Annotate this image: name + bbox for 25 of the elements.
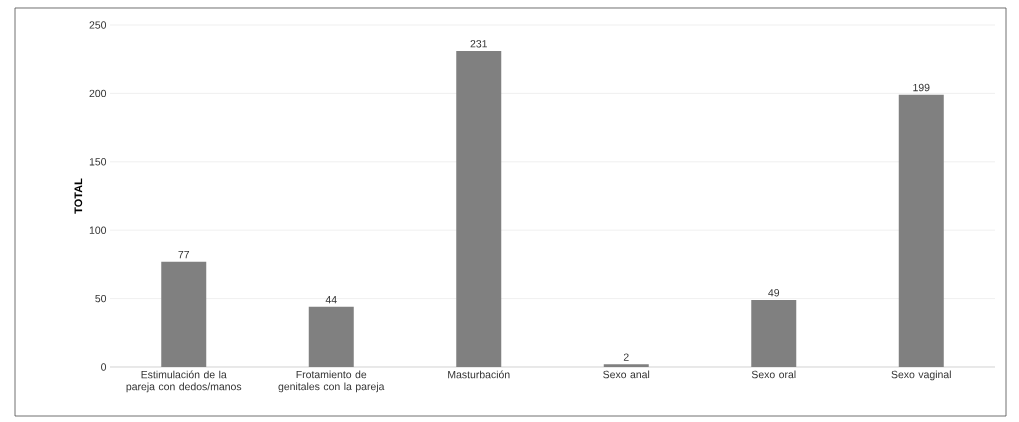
x-tick-label: Frotamiento de genitales con la pareja <box>278 370 385 393</box>
data-label: 199 <box>913 83 930 92</box>
y-axis-title: TOTAL <box>74 178 83 214</box>
data-label: 2 <box>623 353 629 361</box>
y-tick-label: 0 <box>101 363 107 371</box>
y-tick-label: 250 <box>89 21 107 29</box>
bar <box>161 261 207 367</box>
y-tick-label: 100 <box>89 226 107 234</box>
x-tick-label: Masturbación <box>448 370 510 379</box>
y-tick-label: 200 <box>89 89 107 98</box>
y-tick-label: 150 <box>89 158 107 166</box>
bar <box>898 94 944 367</box>
bar <box>751 299 797 367</box>
bar <box>456 50 502 367</box>
x-tick-label: Estimulación de la pareja con dedos/manos <box>126 370 242 393</box>
data-label: 77 <box>178 250 190 259</box>
data-label: 49 <box>768 289 780 297</box>
x-tick-label: Sexo oral <box>751 370 796 379</box>
y-tick-label: 50 <box>95 294 107 303</box>
x-tick-label: Sexo vaginal <box>891 370 951 381</box>
bar <box>308 306 354 367</box>
bar <box>603 364 649 367</box>
data-label: 44 <box>325 296 337 304</box>
data-label: 231 <box>470 40 487 48</box>
x-tick-label: Sexo anal <box>603 370 650 379</box>
